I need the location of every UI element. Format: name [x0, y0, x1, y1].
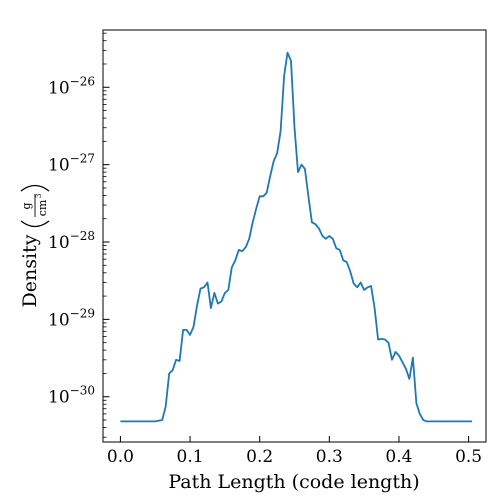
x-tick-label: 0.4 — [385, 447, 412, 467]
unit-denominator: cm — [36, 199, 49, 216]
x-axis-label: Path Length (code length) — [168, 471, 419, 493]
x-tick-label: 0.1 — [177, 447, 204, 467]
x-tick-label: 0.5 — [455, 447, 482, 467]
unit-exponent: 3 — [35, 194, 43, 198]
unit-numerator: g — [20, 202, 33, 209]
x-tick-label: 0.0 — [107, 447, 134, 467]
x-tick-label: 0.2 — [246, 447, 273, 467]
x-tick-label: 0.3 — [316, 447, 343, 467]
y-axis-label-text: Density — [19, 234, 41, 307]
